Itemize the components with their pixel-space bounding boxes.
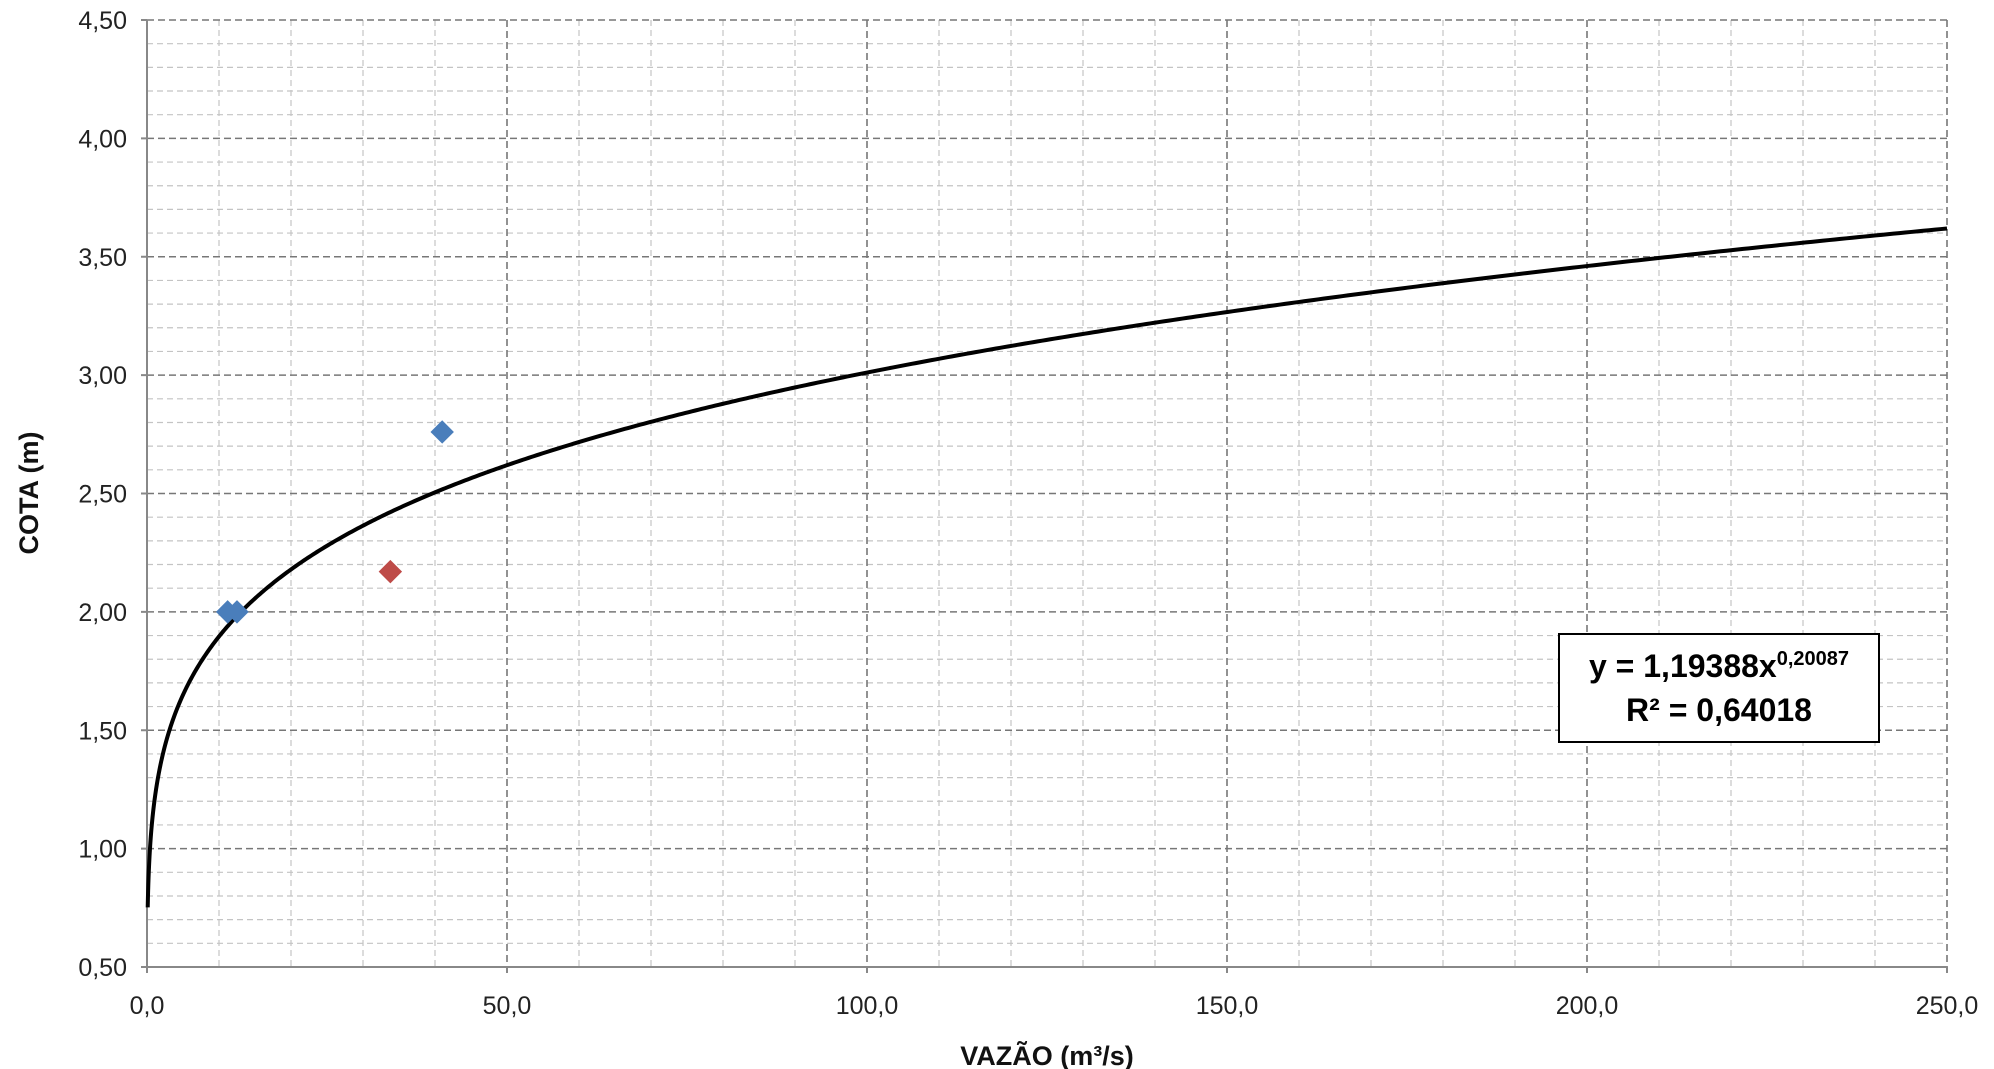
power-trendline — [145, 226, 1948, 908]
y-tick-label: 4,00 — [78, 125, 127, 153]
r-squared-value: R² = 0,64018 — [1626, 692, 1812, 728]
y-tick-label: 4,50 — [78, 7, 127, 35]
trendline-equation: y = 1,19388x0,20087 — [1589, 644, 1849, 688]
data-point-marker — [378, 559, 403, 584]
y-tick-label: 2,00 — [78, 599, 127, 627]
equation-exponent: 0,20087 — [1776, 648, 1850, 670]
x-tick-label: 250,0 — [1916, 992, 1979, 1020]
y-tick-label: 1,00 — [78, 836, 127, 864]
data-point-marker — [430, 420, 454, 444]
x-tick-label: 100,0 — [836, 992, 899, 1020]
trendline-equation-box: y = 1,19388x0,20087 R² = 0,64018 — [1558, 633, 1880, 743]
x-tick-label: 200,0 — [1556, 992, 1619, 1020]
x-tick-label: 150,0 — [1196, 992, 1259, 1020]
y-tick-labels: 0,50 1,00 1,50 2,00 2,50 3,00 3,50 4,00 4,50 — [78, 7, 147, 982]
y-tick-label: 3,50 — [78, 244, 127, 272]
x-tick-label: 50,0 — [483, 992, 532, 1020]
x-axis-title: VAZÃO (m³/s) — [960, 1040, 1134, 1069]
x-tick-label: 0,0 — [130, 992, 165, 1020]
equation-lhs: y = 1,19388x — [1588, 648, 1777, 684]
y-tick-label: 0,50 — [78, 954, 127, 982]
y-tick-label: 2,50 — [78, 481, 127, 509]
data-point-marker — [225, 600, 249, 624]
y-axis-title: COTA (m) — [14, 432, 44, 555]
major-gridlines — [147, 19, 1948, 967]
x-tick-labels: 0,0 50,0 100,0 150,0 200,0 250,0 — [130, 967, 1979, 1020]
y-tick-label: 3,00 — [78, 362, 127, 390]
y-tick-label: 1,50 — [78, 717, 127, 745]
data-points — [215, 420, 454, 624]
